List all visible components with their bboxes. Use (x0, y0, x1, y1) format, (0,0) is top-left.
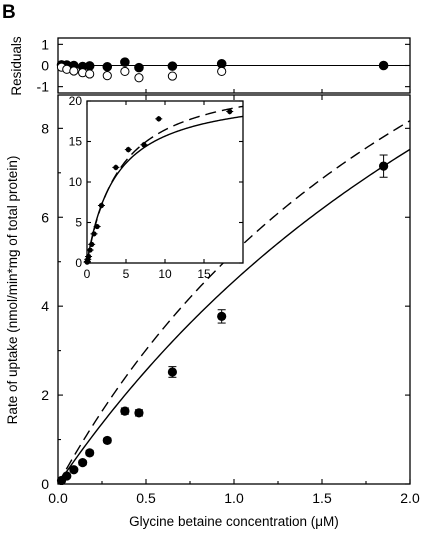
data-point (69, 465, 79, 475)
inset-background (87, 101, 243, 263)
residual-point-open (167, 71, 177, 81)
inset-data-point (85, 253, 92, 260)
residual-point-filled (216, 59, 227, 69)
inset-y-tick-label: 5 (75, 216, 82, 230)
residual-point-filled (167, 61, 178, 71)
residual-point-open (85, 69, 95, 79)
residual-point-filled (378, 60, 389, 71)
inset-x-tick-label: 5 (123, 267, 130, 281)
inset-data-point (227, 108, 233, 115)
residual-point-open (120, 66, 130, 77)
y-tick-label: 8 (41, 120, 49, 136)
residual-y-tick-label: -1 (37, 79, 50, 95)
inset-data-point (89, 241, 95, 247)
inset-y-tick-label: 10 (69, 175, 83, 189)
inset-x-tick-label: 10 (158, 267, 172, 281)
inset-ticks: 0 5 10 15 0 5 10 15 20 (69, 94, 243, 281)
panel-letter: B (2, 2, 16, 23)
x-tick-label: 1.0 (224, 490, 244, 506)
residuals-panel: 1 0 -1 Residuals (9, 36, 411, 96)
x-tick-label: 1.5 (312, 490, 332, 506)
residuals-y-axis-title: Residuals (9, 36, 24, 96)
x-tick-label: 0.5 (136, 490, 156, 506)
main-x-axis-title: Glycine betaine concentration (μM) (129, 514, 339, 529)
residuals-points (56, 57, 389, 83)
inset-data-point (94, 223, 100, 230)
data-point (134, 408, 144, 418)
data-point (167, 367, 177, 377)
y-tick-label: 4 (41, 298, 49, 314)
data-point (85, 448, 95, 458)
residual-y-tick-label: 0 (41, 58, 49, 74)
inset-data-points (83, 108, 234, 265)
residual-point-open (102, 71, 112, 81)
residual-point-filled (84, 61, 95, 71)
residual-point-open (69, 66, 79, 76)
y-tick-label: 6 (41, 209, 49, 225)
data-point (120, 406, 130, 416)
data-point (62, 471, 72, 481)
inset-y-tick-label: 15 (69, 135, 83, 149)
inset-data-point (87, 247, 93, 253)
y-tick-label: 2 (41, 387, 49, 403)
inset-data-point (113, 164, 119, 171)
inset-data-point (141, 142, 147, 148)
inset-panel: 0 5 10 15 0 5 10 15 20 (69, 94, 244, 281)
inset-y-tick-label: 20 (69, 94, 83, 108)
residual-y-tick-label: 1 (41, 36, 49, 52)
residual-point-filled (120, 57, 130, 67)
residual-point-filled (134, 62, 144, 73)
residual-point-filled (102, 61, 113, 72)
residual-point-open (217, 66, 227, 77)
inset-solid-fit-curve (86, 115, 244, 264)
inset-data-point (156, 116, 162, 122)
x-tick-label: 2.0 (400, 490, 420, 506)
inset-data-point (91, 231, 97, 237)
main-data-points (56, 154, 389, 486)
data-point (217, 311, 227, 321)
inset-x-tick-label: 0 (84, 267, 91, 281)
x-tick-label: 0.0 (48, 490, 68, 506)
data-point (102, 435, 112, 446)
main-solid-fit-curve (57, 148, 411, 485)
inset-x-tick-label: 15 (197, 267, 211, 281)
y-tick-label: 0 (41, 476, 49, 492)
inset-y-tick-label: 0 (75, 256, 82, 270)
main-y-axis-title: Rate of uptake (nmol/min*mg of total pro… (5, 156, 20, 425)
data-point (78, 458, 88, 468)
main-ticks: 0.0 0.5 1.0 1.5 2.0 0 2 4 6 8 (41, 95, 420, 506)
data-point (379, 161, 389, 171)
residual-point-open (134, 73, 144, 83)
inset-data-point (98, 202, 105, 209)
inset-data-point (125, 147, 131, 153)
main-panel: 0.0 0.5 1.0 1.5 2.0 0 2 4 6 8 Glycine betaine con… (5, 94, 420, 529)
